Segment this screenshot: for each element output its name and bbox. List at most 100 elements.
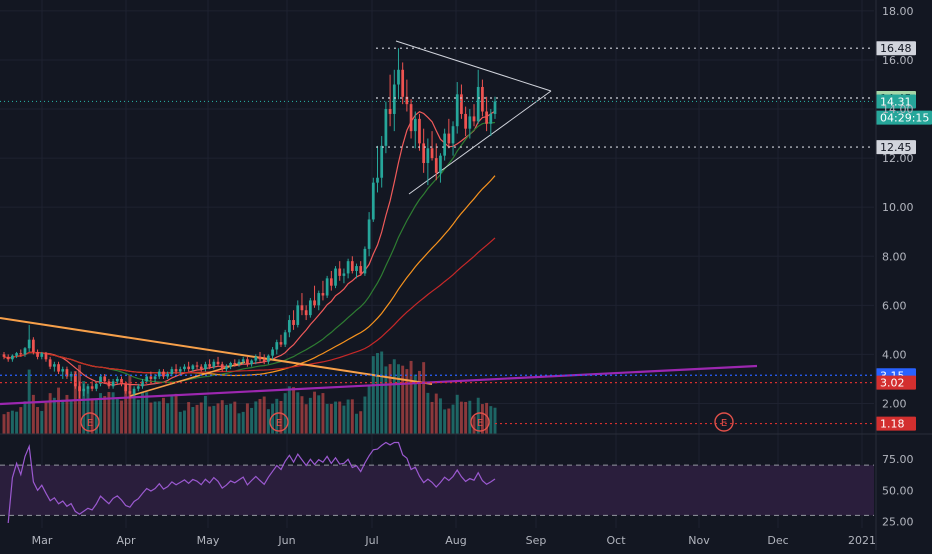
candle <box>52 361 56 372</box>
earnings-marker: E <box>80 412 100 432</box>
volume-bar <box>233 401 237 434</box>
volume-bar <box>443 409 447 434</box>
volume-bar <box>174 393 178 434</box>
candle <box>342 268 346 284</box>
candle-body <box>288 320 291 333</box>
volume-bar <box>149 402 153 434</box>
candle <box>237 359 241 367</box>
candle-body <box>199 366 203 370</box>
x-tick-label: Oct <box>606 534 626 547</box>
volume-bar <box>430 401 434 434</box>
candle-body <box>384 109 388 146</box>
candle-body <box>397 69 400 85</box>
candle-body <box>447 133 451 144</box>
volume-bar <box>15 411 19 434</box>
candle-body <box>472 116 476 122</box>
volume-bar <box>300 396 304 434</box>
y-tick-label: 18.00 <box>882 5 914 18</box>
volume-bar <box>170 396 174 434</box>
candle-body <box>468 116 472 129</box>
candle-body <box>162 371 165 377</box>
x-tick-label: Aug <box>445 534 466 547</box>
volume-bar <box>451 404 455 434</box>
volume-bar <box>136 399 140 434</box>
volume-bar <box>279 401 283 434</box>
sma-100-line <box>3 175 496 377</box>
volume-bar <box>371 356 375 434</box>
volume-bar <box>166 403 170 434</box>
candle-body <box>233 362 237 365</box>
volume-bar <box>195 404 199 434</box>
candle <box>430 131 434 161</box>
volume-bar <box>245 403 249 434</box>
candle <box>2 351 6 360</box>
price-label-box <box>876 140 916 155</box>
volume-bar <box>103 396 107 434</box>
volume-bar <box>107 392 111 434</box>
volume-bar <box>99 393 102 434</box>
volume-bar <box>157 401 161 434</box>
candle <box>233 359 237 367</box>
price-label-text: 14.31 <box>880 95 912 108</box>
volume-bar <box>187 402 191 434</box>
candle <box>69 371 73 382</box>
price-label-text: 16.48 <box>880 42 912 55</box>
candle-body <box>2 354 6 357</box>
candle <box>241 356 245 365</box>
candle <box>103 374 107 384</box>
volume-bar <box>392 359 396 434</box>
candle <box>128 383 132 399</box>
volume-bar <box>283 393 287 434</box>
candle <box>195 361 199 370</box>
candle-body <box>145 376 149 382</box>
candle-body <box>191 365 195 370</box>
candle-body <box>359 266 363 274</box>
candle-body <box>363 248 367 274</box>
candle-body <box>304 310 308 316</box>
candle-body <box>27 339 31 349</box>
candle-body <box>246 359 249 365</box>
candle <box>409 99 413 139</box>
candle-body <box>334 268 337 286</box>
x-tick-label: Dec <box>767 534 788 547</box>
candle <box>124 381 128 394</box>
candle-body <box>434 158 438 173</box>
candle <box>418 113 421 151</box>
volume-bar <box>31 394 35 434</box>
volume-bar <box>317 395 321 434</box>
volume-bar <box>413 374 417 434</box>
candle <box>229 361 232 370</box>
volume-bar <box>241 411 245 434</box>
candle <box>292 310 295 330</box>
candle <box>57 361 60 375</box>
candle <box>78 381 81 399</box>
candle-body <box>174 369 178 372</box>
candle-body <box>57 364 60 372</box>
candle <box>162 369 165 379</box>
candle-body <box>82 388 86 392</box>
candle-body <box>73 374 77 387</box>
candle <box>359 261 363 276</box>
candle <box>392 69 396 132</box>
x-tick-label: Jun <box>277 534 295 547</box>
candle <box>212 359 216 370</box>
candle-body <box>115 378 119 382</box>
volume-bar <box>422 362 426 434</box>
volume-bar <box>438 398 442 434</box>
x-tick-label: Sep <box>526 534 547 547</box>
candle-body <box>166 374 170 377</box>
candle-body <box>338 268 342 276</box>
candle-body <box>271 349 274 356</box>
candle <box>283 329 287 348</box>
volume-bar <box>447 408 451 434</box>
candle-body <box>317 293 321 306</box>
candle <box>90 381 94 392</box>
candle-body <box>489 113 493 124</box>
candle <box>65 366 69 379</box>
candle <box>397 48 400 100</box>
volume-bar <box>459 401 463 434</box>
volume-bar <box>191 407 195 434</box>
candle <box>485 96 488 132</box>
candle <box>380 136 384 188</box>
